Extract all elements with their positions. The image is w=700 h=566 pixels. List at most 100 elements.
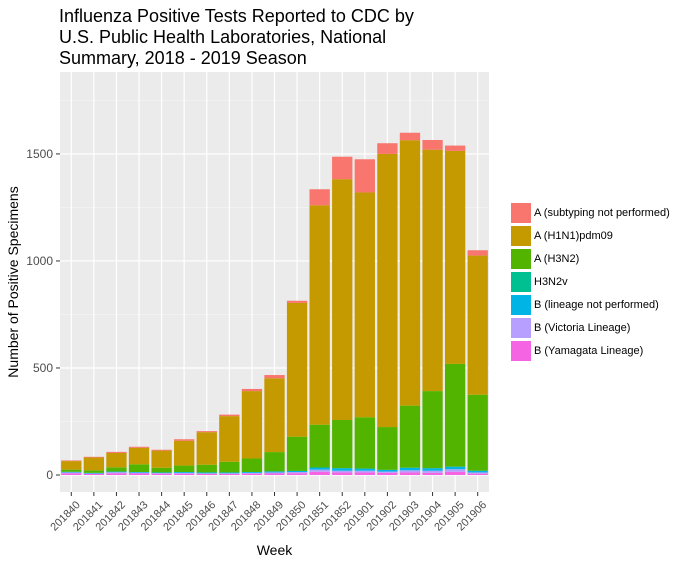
bar-segment: [444, 363, 466, 467]
bar-segment: [264, 452, 285, 472]
bar-segment: [467, 472, 488, 474]
bar-segment: [332, 179, 353, 420]
bar-segment: [219, 416, 240, 462]
legend-swatch: [511, 271, 531, 292]
bar-segment: [467, 473, 488, 475]
legend-swatch: [511, 294, 531, 315]
legend: A (subtyping not performed) A (H1N1)pdm09…: [511, 201, 670, 362]
bar-segment: [128, 472, 150, 474]
bar-segment: [467, 470, 488, 473]
bar-segment: [174, 472, 195, 474]
bar-segment: [309, 471, 330, 475]
bar-segment: [196, 473, 217, 475]
bar-segment: [151, 473, 172, 474]
bar-segment: [106, 467, 127, 472]
bar-segment: [219, 414, 240, 417]
y-axis-ticks: 0 500 1000 1500: [26, 147, 60, 482]
legend-item: B (lineage not performed): [511, 293, 670, 316]
bar-segment: [422, 468, 443, 471]
bar-segment: [106, 471, 127, 473]
bar-segment: [377, 469, 398, 472]
bar-segment: [151, 473, 172, 475]
bar-segment: [286, 302, 308, 437]
bar-segment: [309, 189, 330, 206]
bar-segment: [264, 375, 285, 379]
bar-segment: [377, 153, 398, 428]
bar-segment: [354, 417, 375, 469]
bar-segment: [377, 472, 398, 475]
bar-segment: [422, 391, 443, 469]
bar-segment: [286, 300, 308, 303]
bar-segment: [286, 436, 308, 471]
bar-segment: [354, 472, 375, 475]
bar-segment: [128, 446, 150, 448]
bar-segment: [128, 472, 150, 473]
bar-segment: [128, 447, 150, 465]
chart-title: Influenza Positive Tests Reported to CDC…: [59, 6, 414, 68]
bar-segment: [332, 156, 353, 180]
bar-segment: [61, 472, 82, 474]
bar-segment: [422, 149, 443, 392]
bar-segment: [61, 473, 82, 475]
bar-segment: [399, 132, 421, 141]
bar-segment: [196, 464, 217, 473]
bar-segment: [219, 473, 240, 475]
bar-segment: [196, 472, 217, 474]
legend-label: H3N2v: [534, 275, 568, 288]
bar-segment: [332, 472, 353, 475]
bar-segment: [106, 451, 127, 453]
bar-segment: [219, 473, 240, 474]
bar-segment: [286, 473, 308, 475]
bar-segment: [174, 440, 195, 466]
bar-segment: [174, 473, 195, 475]
bar-segment: [354, 192, 375, 418]
bar-segment: [196, 473, 217, 474]
bar-segment: [241, 472, 263, 474]
bar-segment: [83, 472, 105, 474]
bar-segment: [399, 472, 421, 475]
bar-segment: [422, 472, 443, 475]
bar-segment: [309, 424, 330, 468]
bar-segment: [354, 159, 375, 193]
legend-swatch: [511, 202, 531, 223]
bar-segment: [83, 470, 105, 473]
bar-segment: [422, 140, 443, 150]
bar-segment: [241, 391, 263, 459]
legend-label: B (Victoria Lineage): [534, 321, 631, 334]
legend-swatch: [511, 225, 531, 246]
bar-segment: [151, 467, 172, 473]
legend-swatch: [511, 340, 531, 361]
bar-segment: [377, 471, 398, 473]
bar-segment: [444, 145, 466, 151]
bars: [61, 132, 488, 475]
bar-segment: [196, 431, 217, 433]
bar-segment: [332, 470, 353, 473]
bar-segment: [377, 427, 398, 470]
legend-item: B (Victoria Lineage): [511, 316, 670, 339]
bar-segment: [286, 470, 308, 473]
bar-segment: [309, 467, 330, 470]
bar-segment: [467, 250, 488, 256]
bar-segment: [399, 140, 421, 406]
legend-label: A (H1N1)pdm09: [534, 229, 613, 242]
legend-item: H3N2v: [511, 270, 670, 293]
bar-segment: [399, 405, 421, 468]
bar-segment: [467, 394, 488, 471]
bar-segment: [106, 473, 127, 475]
bar-segment: [467, 255, 488, 395]
bar-segment: [332, 468, 353, 471]
y-axis-title: Number of Positive Specimens: [5, 186, 21, 377]
bar-segment: [151, 450, 172, 468]
x-axis-title: Week: [257, 542, 294, 558]
bar-segment: [444, 469, 466, 472]
bar-segment: [241, 472, 263, 473]
bar-segment: [309, 469, 330, 472]
y-tick-label: 500: [33, 361, 53, 375]
legend-item: A (H1N1)pdm09: [511, 224, 670, 247]
bar-segment: [399, 470, 421, 473]
bar-segment: [83, 457, 105, 471]
bar-segment: [286, 472, 308, 474]
bar-segment: [444, 150, 466, 364]
bar-segment: [377, 143, 398, 154]
